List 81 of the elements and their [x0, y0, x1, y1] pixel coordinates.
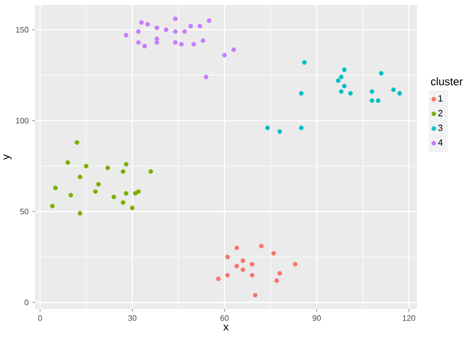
- legend-label: 1: [438, 95, 442, 102]
- point: [348, 91, 353, 96]
- point: [292, 262, 298, 267]
- point: [124, 162, 128, 167]
- point: [124, 32, 128, 38]
- point: [164, 27, 168, 32]
- point: [173, 40, 178, 45]
- point: [299, 126, 304, 130]
- legend-label: 4: [438, 139, 443, 146]
- legend-title: cluster: [431, 77, 463, 86]
- point: [173, 16, 178, 22]
- point: [188, 24, 193, 28]
- point: [240, 267, 246, 272]
- point: [139, 20, 144, 25]
- point: [124, 191, 128, 196]
- point: [259, 244, 264, 248]
- point: [234, 246, 240, 250]
- point: [378, 71, 384, 76]
- point: [222, 52, 227, 58]
- point: [200, 38, 206, 43]
- point: [53, 186, 58, 190]
- point: [342, 67, 347, 72]
- point: [74, 140, 80, 145]
- point: [154, 40, 160, 45]
- point: [173, 29, 178, 34]
- point: [50, 204, 55, 208]
- point: [93, 189, 98, 194]
- point: [65, 160, 70, 165]
- point: [145, 22, 150, 27]
- point: [120, 200, 126, 205]
- point: [148, 169, 154, 174]
- point: [250, 272, 254, 278]
- point: [204, 74, 208, 80]
- point: [136, 29, 141, 34]
- point: [191, 42, 196, 47]
- point: [274, 278, 280, 283]
- point: [338, 74, 344, 80]
- point: [216, 276, 221, 282]
- point: [299, 91, 304, 96]
- point: [271, 251, 276, 256]
- point: [105, 166, 110, 170]
- point: [179, 42, 184, 47]
- point: [252, 292, 258, 298]
- point: [370, 89, 374, 94]
- x-axis-title: x: [223, 324, 229, 331]
- point: [120, 169, 126, 174]
- point: [206, 18, 212, 23]
- point: [112, 194, 116, 200]
- point: [370, 98, 374, 103]
- point: [391, 87, 396, 92]
- point: [130, 206, 135, 210]
- point: [136, 40, 141, 45]
- point: [302, 60, 307, 65]
- point: [78, 174, 82, 180]
- point: [231, 47, 236, 52]
- point: [265, 126, 270, 130]
- point: [225, 272, 230, 278]
- point: [225, 254, 230, 260]
- point: [277, 271, 282, 276]
- point: [142, 44, 147, 48]
- point: [376, 98, 380, 103]
- point: [154, 26, 160, 30]
- point: [336, 78, 340, 83]
- point: [84, 164, 88, 168]
- point: [154, 36, 160, 42]
- point: [198, 24, 202, 28]
- point: [234, 264, 240, 268]
- point: [240, 258, 246, 263]
- point: [277, 129, 282, 134]
- point: [250, 262, 254, 267]
- point: [136, 189, 141, 194]
- point: [78, 211, 82, 216]
- point: [342, 84, 347, 88]
- point: [397, 91, 402, 96]
- y-axis-title: y: [4, 154, 12, 160]
- point: [182, 29, 187, 34]
- point: [68, 192, 74, 198]
- point: [338, 89, 344, 94]
- point: [96, 182, 101, 187]
- legend-label: 3: [438, 124, 442, 132]
- legend-label: 2: [438, 110, 442, 116]
